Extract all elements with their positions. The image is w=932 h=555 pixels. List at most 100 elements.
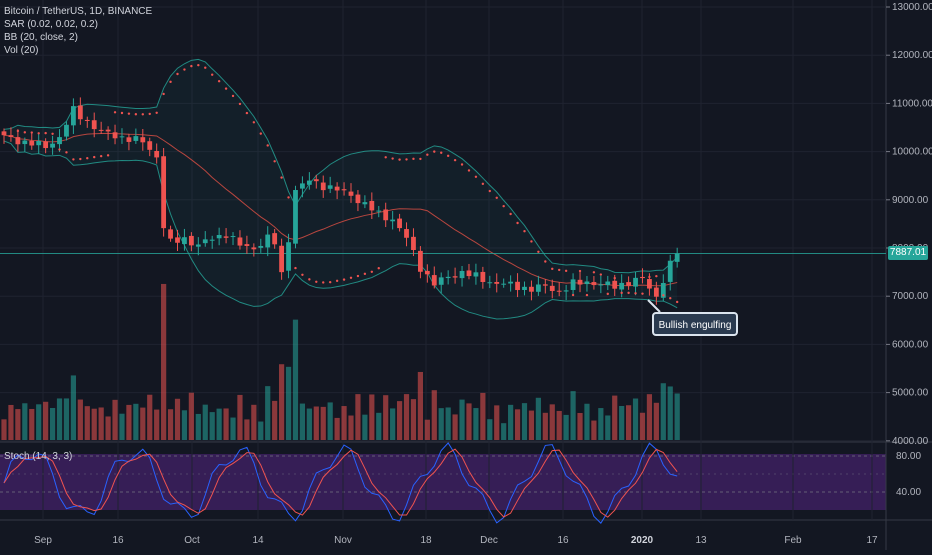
price-axis-label: 5000.00 (892, 388, 929, 399)
volume-bar (619, 405, 625, 440)
sar-indicator-label[interactable]: SAR (0.02, 0.02, 0.2) (4, 19, 98, 30)
sar-dot (641, 292, 644, 295)
candle-body (542, 284, 548, 286)
volume-bar (646, 394, 653, 440)
candle-body (653, 287, 659, 297)
sar-dot (280, 176, 283, 179)
sar-dot (273, 160, 276, 163)
candle-body (549, 285, 555, 291)
candle-body (667, 260, 673, 282)
volume-bar (494, 405, 500, 440)
candle-body (313, 179, 319, 182)
volume-bar (459, 399, 465, 440)
volume-bar (36, 404, 42, 440)
price-axis-label: 11000.00 (892, 98, 932, 109)
time-axis-label: Dec (480, 535, 498, 546)
candle-body (147, 141, 153, 150)
candle-body (424, 270, 430, 275)
sar-dot (551, 267, 554, 271)
candle-body (466, 270, 472, 277)
volume-bar (105, 416, 111, 440)
volume-bar (237, 394, 243, 440)
sar-dot (648, 275, 651, 279)
volume-bar (598, 408, 604, 440)
volume-bar (466, 403, 472, 440)
candle-body (397, 218, 402, 229)
sar-dot (322, 281, 325, 284)
sar-dot (606, 292, 609, 296)
volume-bar (410, 399, 417, 440)
volume-bar (133, 403, 139, 440)
bb-indicator-label[interactable]: BB (20, close, 2) (4, 32, 78, 43)
candle-body (209, 239, 215, 241)
volume-indicator-label[interactable]: Vol (20) (4, 45, 39, 56)
candle-body (320, 182, 326, 191)
candle-body (140, 137, 146, 143)
volume-bar (577, 413, 583, 440)
symbol-title[interactable]: Bitcoin / TetherUS, 1D, BINANCE (4, 6, 153, 17)
candle-body (126, 137, 132, 142)
candle-body (619, 282, 625, 290)
volume-bar (320, 406, 326, 440)
sar-dot (495, 196, 498, 200)
candle-body (244, 244, 250, 246)
volume-bar (195, 413, 201, 440)
volume-bar (355, 394, 361, 440)
sar-dot (197, 63, 200, 67)
time-axis-label: 14 (252, 535, 264, 546)
sar-dot (134, 113, 138, 116)
sar-dot (391, 157, 394, 160)
time-axis-label: 16 (112, 535, 124, 546)
candle-body (112, 132, 118, 139)
time-axis-label: Oct (184, 535, 200, 546)
volume-bar (209, 412, 215, 440)
volume-bar (77, 399, 83, 440)
sar-dot (558, 268, 561, 272)
volume-bar (542, 412, 548, 440)
sar-dot (231, 94, 235, 98)
candle-body (230, 236, 236, 238)
volume-bar (570, 391, 576, 440)
sar-dot (252, 121, 256, 124)
candle-body (369, 200, 375, 211)
sar-dot (16, 129, 20, 133)
volume-bar (181, 410, 188, 440)
candle-body (563, 290, 569, 292)
sar-dot (65, 151, 68, 154)
candle-body (633, 277, 638, 287)
candle-body (188, 235, 194, 246)
volume-bar (174, 398, 181, 440)
sar-dot (460, 163, 464, 166)
stoch-indicator-label[interactable]: Stoch (14, 3, 3) (4, 451, 73, 462)
candle-body (43, 141, 49, 149)
sar-dot (578, 269, 582, 273)
candle-body (168, 229, 173, 239)
bullish-engulfing-annotation[interactable]: Bullish engulfing (652, 312, 738, 336)
sar-dot (72, 158, 75, 161)
candle-body (355, 194, 361, 204)
sar-dot (86, 157, 89, 160)
volume-bar (445, 407, 451, 440)
volume-bar (424, 419, 430, 440)
bollinger-upper (3, 58, 678, 274)
volume-bar (514, 409, 521, 440)
sar-dot (655, 274, 658, 278)
volume-bar (667, 386, 673, 440)
sar-dot (204, 66, 207, 69)
sar-dot (93, 155, 96, 159)
price-axis-label: 13000.00 (892, 2, 932, 13)
time-axis-label: 18 (420, 535, 432, 546)
volume-bar (605, 415, 611, 440)
stoch-band (0, 454, 886, 510)
volume-bar (584, 403, 590, 440)
volume-bar (299, 403, 306, 440)
volume-bar (292, 319, 299, 440)
volume-bar (70, 375, 76, 440)
volume-bar (147, 394, 153, 440)
candle-body (161, 156, 167, 229)
candle-body (175, 237, 180, 243)
sar-dot (308, 278, 311, 281)
sar-dot (259, 132, 262, 135)
